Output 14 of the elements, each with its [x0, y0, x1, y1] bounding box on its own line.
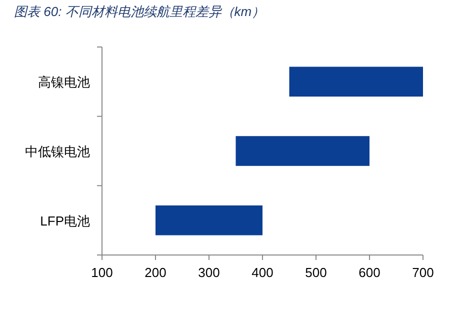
x-tick-label: 700	[412, 265, 434, 280]
bar	[156, 205, 262, 236]
x-tick-label: 400	[252, 265, 274, 280]
x-tick-label: 200	[144, 265, 166, 280]
x-tick-label: 500	[305, 265, 327, 280]
chart-title: 图表 60: 不同材料电池续航里程差异（km）	[14, 4, 265, 19]
x-tick-label: 300	[198, 265, 220, 280]
x-tick-label: 100	[91, 265, 113, 280]
bar	[236, 136, 370, 166]
y-tick-label: 高镍电池	[38, 74, 90, 90]
y-tick-label: 中低镍电池	[25, 144, 90, 159]
bar	[289, 66, 423, 97]
y-tick-label: LFP电池	[40, 213, 90, 228]
x-tick-label: 600	[358, 265, 380, 280]
